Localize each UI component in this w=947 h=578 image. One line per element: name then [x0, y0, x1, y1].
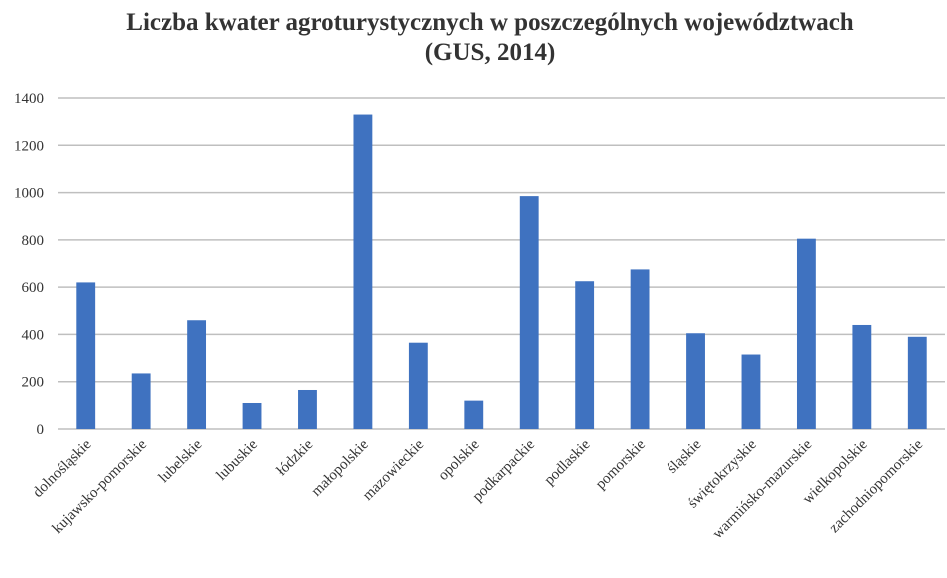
bar — [187, 320, 207, 429]
x-tick-label: opolskie — [435, 436, 482, 483]
x-tick-label: podlaskie — [542, 436, 594, 488]
bar — [630, 269, 650, 429]
bar — [796, 238, 816, 429]
bar — [131, 373, 151, 429]
y-tick-label: 0 — [37, 422, 45, 438]
y-tick-label: 600 — [22, 280, 45, 296]
bar — [575, 281, 595, 429]
bar — [852, 324, 872, 429]
y-tick-label: 800 — [22, 233, 45, 249]
y-tick-label: 200 — [22, 375, 45, 391]
x-tick-label: śląskie — [664, 436, 704, 476]
bar — [686, 333, 705, 429]
y-tick-label: 1400 — [14, 91, 44, 107]
x-tick-label: warmińsko-mazurskie — [710, 436, 816, 542]
x-tick-label: lubelskie — [156, 436, 206, 486]
y-tick-label: 1200 — [14, 138, 44, 154]
y-tick-label: 400 — [22, 327, 45, 343]
x-tick-label: kujawsko-pomorskie — [50, 436, 151, 537]
bar — [519, 196, 539, 429]
bar — [298, 389, 317, 429]
x-tick-label: pomorskie — [593, 436, 649, 492]
bar — [907, 336, 927, 429]
bar — [408, 342, 428, 429]
bar — [242, 402, 262, 429]
bar — [76, 282, 96, 429]
bar — [741, 354, 761, 429]
y-tick-label: 1000 — [14, 186, 44, 202]
bar — [353, 114, 373, 430]
bar — [464, 400, 484, 429]
x-tick-label: lubuskie — [214, 436, 261, 483]
x-tick-label: łódzkie — [274, 436, 317, 479]
chart-title: (GUS, 2014) — [425, 39, 556, 66]
chart-title: Liczba kwater agroturystycznych w poszcz… — [126, 9, 854, 36]
x-tick-label: zachodniopomorskie — [826, 436, 926, 536]
